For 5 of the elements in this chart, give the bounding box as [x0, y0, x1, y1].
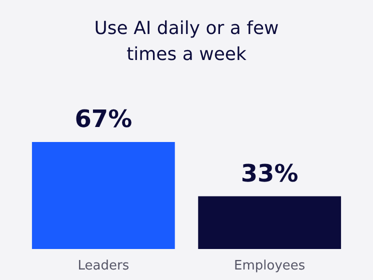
chart-title: Use AI daily or a few times a week: [94, 18, 279, 65]
data-label: 67%: [74, 105, 132, 133]
x-tick-label: Employees: [234, 258, 306, 274]
data-label: 33%: [240, 159, 298, 188]
x-tick-label: Leaders: [78, 258, 130, 274]
